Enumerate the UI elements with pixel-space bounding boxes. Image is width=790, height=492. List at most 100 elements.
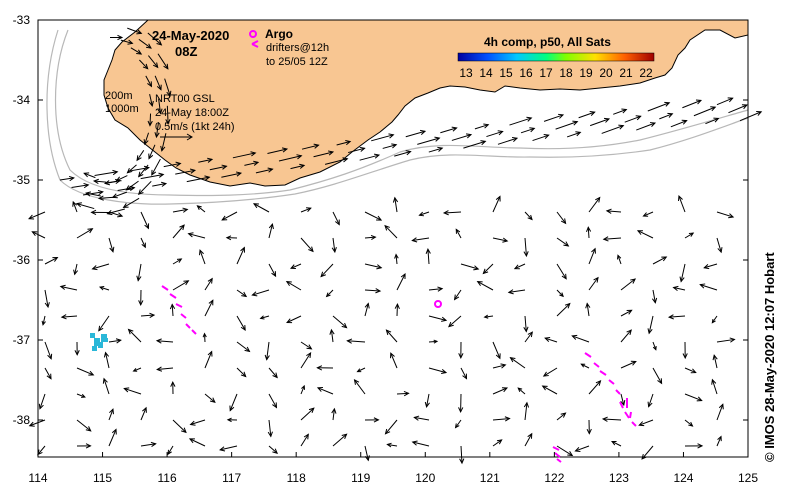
current-arrow — [236, 367, 247, 378]
current-arrow — [138, 38, 152, 49]
current-arrow — [509, 116, 533, 126]
current-arrow — [143, 132, 150, 146]
current-arrow — [155, 338, 174, 344]
current-arrow — [285, 281, 302, 291]
current-arrow — [44, 367, 52, 380]
current-arrow — [268, 263, 277, 278]
x-tick-label: 118 — [287, 471, 306, 485]
current-arrow — [236, 341, 251, 353]
current-arrow — [316, 387, 334, 395]
current-arrow — [132, 367, 142, 372]
current-arrow — [76, 367, 95, 376]
current-arrow — [91, 263, 110, 271]
y-tick-label: -36 — [13, 253, 31, 267]
current-arrow — [82, 189, 104, 196]
current-arrow — [356, 367, 366, 373]
current-arrow — [300, 352, 312, 369]
current-arrow — [90, 209, 110, 216]
current-arrow — [120, 39, 134, 45]
current-arrow — [411, 237, 430, 243]
current-arrow — [44, 256, 59, 265]
scale-label: 0.5m/s (1kt 24h) — [155, 121, 234, 133]
current-arrow — [147, 113, 153, 127]
drifters-legend-line2: to 25/05 12Z — [266, 56, 328, 68]
current-arrow — [59, 284, 78, 291]
current-arrow — [108, 338, 122, 344]
current-arrow — [428, 315, 448, 322]
current-arrow — [267, 147, 289, 154]
current-arrow — [483, 314, 494, 319]
current-arrow — [300, 341, 313, 350]
current-arrow — [556, 211, 567, 225]
colorbar-title: 4h comp, p50, All Sats — [484, 35, 611, 49]
current-arrow — [219, 445, 238, 452]
credit-text: © IMOS 28-May-2020 12:07 Hobart — [762, 252, 777, 462]
current-arrow — [385, 329, 398, 343]
x-tick-label: 124 — [673, 471, 693, 485]
current-arrow — [523, 401, 530, 421]
current-arrow — [390, 352, 398, 369]
current-arrow — [492, 439, 503, 447]
current-arrow — [236, 315, 246, 332]
current-arrow — [94, 169, 119, 177]
current-arrow — [130, 47, 143, 55]
current-arrow — [154, 122, 160, 139]
current-arrow — [98, 315, 110, 332]
current-arrow — [659, 112, 674, 120]
current-arrow — [140, 441, 157, 448]
current-arrow — [189, 419, 206, 426]
current-arrow — [492, 363, 507, 369]
product-time: 24-May 18:00Z — [155, 107, 229, 119]
current-arrow — [313, 150, 335, 158]
current-arrow — [699, 283, 718, 291]
current-arrow — [588, 276, 599, 291]
current-arrow — [204, 277, 213, 291]
current-arrow — [320, 263, 334, 278]
current-arrow — [300, 207, 312, 213]
current-arrow — [711, 378, 718, 395]
current-arrow — [126, 164, 137, 174]
current-arrow — [236, 289, 248, 298]
current-arrow — [286, 315, 302, 324]
current-arrow — [460, 263, 480, 271]
current-arrow — [92, 178, 107, 185]
current-arrow — [198, 157, 214, 163]
current-arrow — [532, 134, 550, 142]
current-arrow — [175, 168, 197, 175]
drifters-legend-line1: drifters@12h — [266, 42, 329, 54]
current-arrow — [140, 172, 165, 180]
x-tick-label: 114 — [28, 471, 47, 485]
current-arrow — [186, 175, 211, 183]
current-arrow — [382, 143, 398, 149]
current-arrow — [620, 393, 626, 407]
current-arrow — [693, 106, 717, 117]
current-arrow — [145, 75, 153, 88]
current-arrow — [148, 94, 154, 107]
current-arrow — [172, 280, 190, 291]
current-arrow — [684, 419, 694, 427]
current-arrow — [601, 416, 622, 422]
current-arrow — [28, 419, 46, 427]
current-arrow — [556, 302, 571, 317]
x-tick-label: 115 — [93, 471, 112, 485]
current-arrow — [300, 384, 306, 395]
current-arrow — [588, 196, 601, 213]
current-arrow — [204, 350, 213, 369]
current-arrow — [154, 75, 162, 91]
current-arrow — [580, 363, 590, 369]
current-arrow — [225, 235, 238, 241]
current-arrow — [108, 408, 114, 421]
current-arrow — [413, 415, 430, 421]
isobath-200m — [54, 29, 749, 197]
current-arrow — [202, 332, 207, 343]
current-arrow — [458, 393, 464, 414]
colorbar-tick-label: 15 — [499, 66, 513, 80]
current-arrow — [165, 105, 171, 125]
current-arrow — [396, 390, 410, 397]
current-arrow — [364, 234, 377, 240]
land-australia — [103, 19, 749, 187]
sst-colorbar — [457, 52, 655, 62]
current-arrow — [103, 351, 110, 369]
current-arrow — [509, 357, 526, 369]
current-arrow — [476, 281, 494, 291]
